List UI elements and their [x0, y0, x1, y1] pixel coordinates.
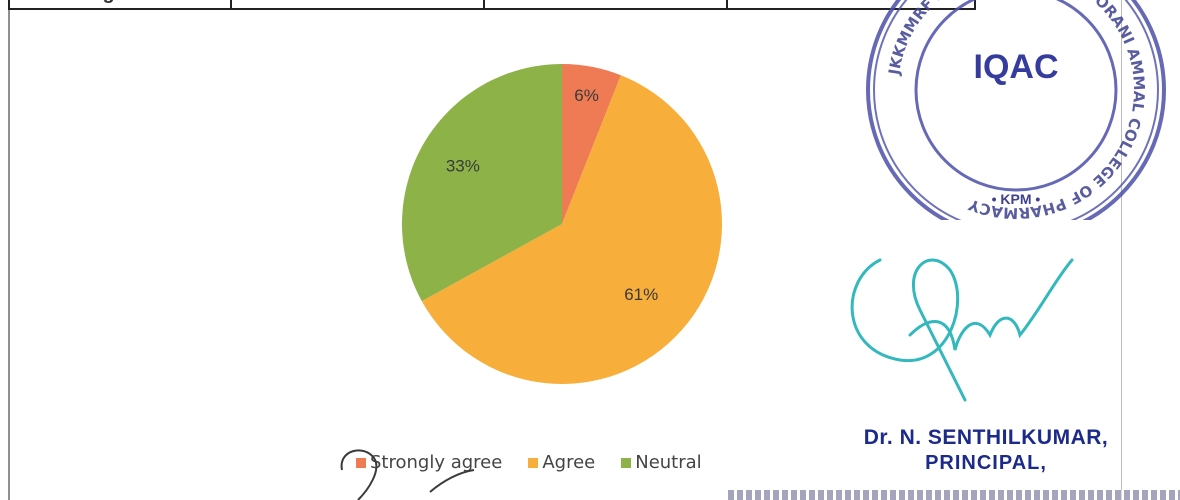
iqac-seal: JKKMMRF'S ANNAI JKK SAMPOORANI AMMAL COL…	[866, 0, 1166, 220]
principal-title: PRINCIPAL,	[925, 452, 1047, 474]
data-label-strongly-agree: 6%	[574, 86, 599, 105]
legend-label-strongly-agree: Strongly agree	[370, 452, 503, 473]
table-fragment: Percentage 6% 61% 33%	[8, 0, 976, 10]
pie-slice-strongly-agree	[562, 64, 621, 224]
legend-item-strongly-agree: Strongly agree	[356, 452, 502, 473]
legend-swatch-agree	[528, 457, 539, 468]
legend-label-agree: Agree	[542, 452, 596, 473]
legend-item-neutral: Neutral	[621, 452, 702, 473]
legend-item-agree: Agree	[528, 452, 595, 473]
chart-legend: Strongly agree Agree Neutral	[356, 452, 702, 473]
signature-mark	[850, 258, 1074, 402]
table-cell-label: Percentage	[10, 0, 232, 8]
principal-name: Dr. N. SENTHILKUMAR,	[863, 426, 1109, 449]
table-cell-agree: 61%	[485, 0, 728, 8]
footer-text-line	[728, 490, 1180, 500]
seal-center-text: IQAC	[974, 48, 1059, 86]
legend-swatch-neutral	[621, 457, 632, 468]
page-frame	[8, 0, 1122, 500]
legend-label-neutral: Neutral	[635, 452, 702, 473]
seal-ring-text: JKKMMRF'S ANNAI JKK SAMPOORANI AMMAL COL…	[885, 0, 1148, 220]
data-label-agree: 61%	[624, 285, 658, 304]
svg-text:JKKMMRF'S ANNAI JKK SAMPOORANI: JKKMMRF'S ANNAI JKK SAMPOORANI AMMAL COL…	[885, 0, 1148, 220]
data-label-neutral: 33%	[446, 156, 480, 175]
initial-mark	[340, 449, 475, 500]
table-cell-neutral: 33%	[728, 0, 974, 8]
pie-slice-agree	[421, 75, 722, 384]
legend-swatch-strongly-agree	[356, 457, 366, 468]
principal-signature-block: Dr. N. SENTHILKUMAR, PRINCIPAL,	[826, 426, 1146, 475]
table-cell-strongly-agree: 6%	[232, 0, 485, 8]
pie-slice-neutral	[401, 64, 562, 302]
seal-bottom-text: • KPM •	[992, 191, 1041, 207]
